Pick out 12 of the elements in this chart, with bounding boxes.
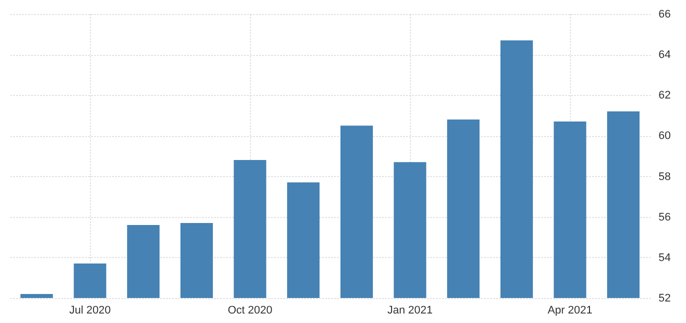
x-tick-label: Oct 2020: [228, 304, 272, 316]
x-tick-label: Jul 2020: [69, 304, 111, 316]
y-tick-label: 56: [658, 211, 671, 224]
y-tick-label: 66: [658, 8, 671, 20]
y-tick-label: 54: [658, 252, 671, 264]
y-tick-label: 64: [658, 49, 671, 62]
y-tick-label: 58: [658, 170, 671, 183]
y-tick-label: 62: [658, 90, 671, 102]
y-tick-label: 52: [658, 292, 671, 304]
x-tick-label: Apr 2021: [548, 304, 592, 316]
x-tick-label: Jan 2021: [387, 304, 433, 316]
y-tick-label: 60: [658, 130, 671, 142]
